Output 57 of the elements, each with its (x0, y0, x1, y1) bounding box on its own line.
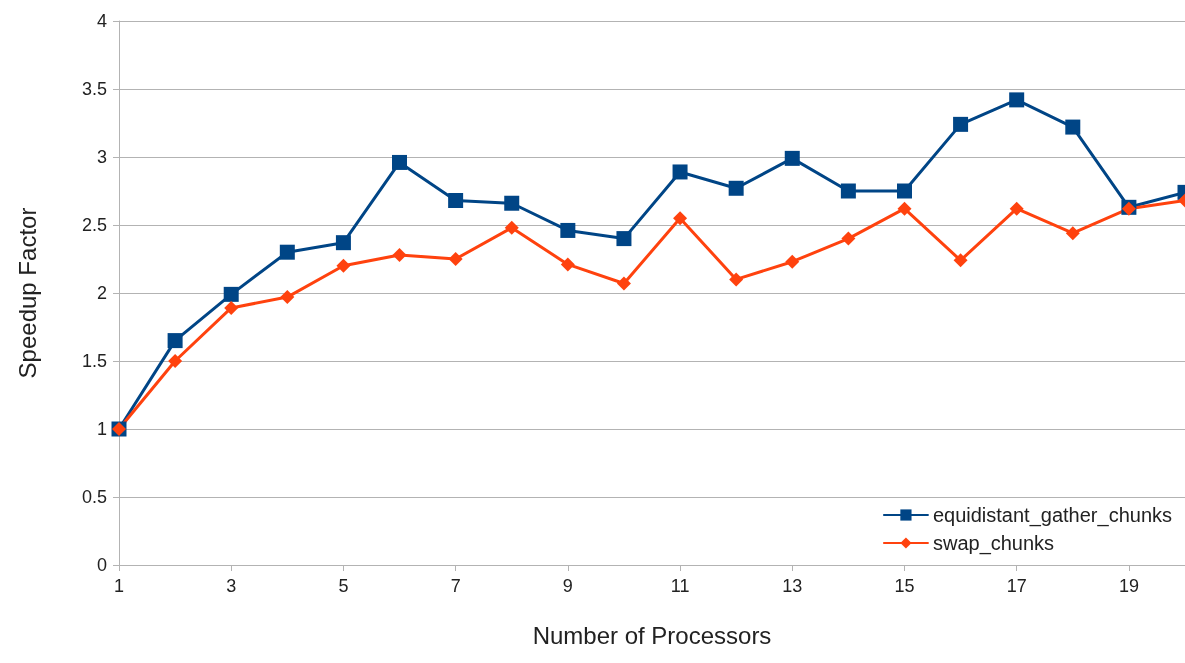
point (729, 272, 744, 287)
y-tick-label: 0.5 (81, 487, 107, 507)
point (1065, 119, 1081, 135)
point (841, 231, 856, 246)
point (785, 254, 800, 269)
y-tick-label: 3.5 (81, 79, 107, 99)
y-tick-label: 0 (96, 555, 107, 575)
x-tick-label: 11 (670, 576, 690, 596)
point (616, 276, 631, 291)
point (672, 164, 688, 180)
point (224, 300, 239, 315)
point (728, 180, 744, 196)
y-tick-label: 3 (96, 147, 107, 167)
point (560, 257, 575, 272)
x-tick-label: 17 (1006, 576, 1027, 596)
y-tick-label: 2.5 (81, 215, 107, 235)
point (897, 201, 912, 216)
point (616, 231, 632, 247)
point (784, 150, 800, 166)
point (168, 354, 183, 368)
point (335, 235, 351, 251)
point (673, 211, 688, 226)
point (504, 220, 519, 235)
point (336, 258, 351, 273)
point (504, 195, 520, 211)
y-tick-label: 1.5 (81, 351, 107, 371)
point (953, 116, 969, 132)
point (448, 252, 463, 266)
point (1065, 226, 1080, 241)
x-tick-label: 9 (562, 576, 573, 596)
point (223, 286, 239, 302)
point (896, 183, 912, 199)
x-tick-label: 15 (894, 576, 915, 596)
point (448, 193, 464, 209)
point (953, 253, 968, 268)
x-tick-label: 1 (113, 576, 125, 596)
x-tick-label: 3 (226, 576, 237, 596)
point (392, 154, 408, 170)
point (279, 244, 295, 260)
x-axis-title: Number of Processors (532, 621, 772, 649)
x-tick-label: 7 (450, 576, 461, 596)
legend-label: equidistant_gather_chunks (932, 504, 1172, 527)
point (840, 183, 856, 199)
x-tick-label: 19 (1118, 576, 1139, 596)
x-tick-label: 13 (782, 576, 803, 596)
y-tick-label: 2 (96, 283, 107, 303)
point (280, 290, 295, 305)
x-tick-label: 5 (338, 576, 349, 596)
point (1009, 201, 1024, 216)
y-tick-label: 4 (96, 11, 107, 31)
y-axis-title: Speedup Factor (13, 207, 41, 379)
y-tick-label: 1 (96, 419, 107, 439)
point (392, 247, 407, 262)
legend-label: swap_chunks (932, 532, 1055, 555)
point (1009, 92, 1025, 108)
point (167, 333, 183, 349)
point (560, 222, 576, 238)
